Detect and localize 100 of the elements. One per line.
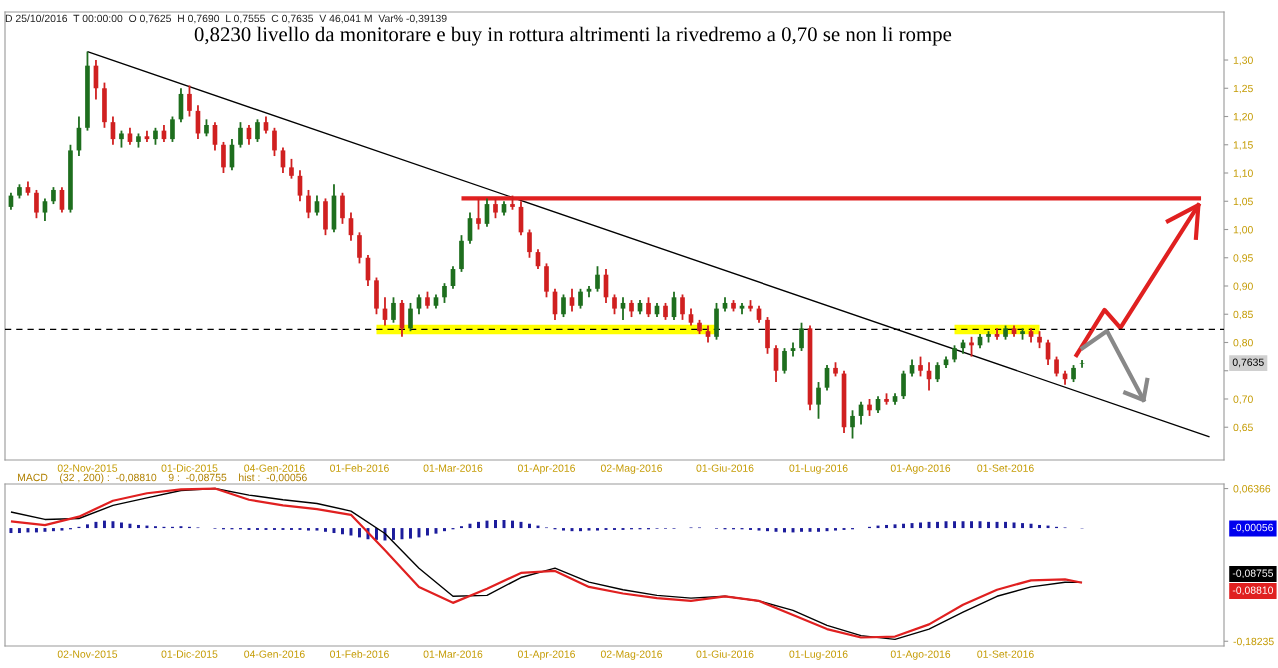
bar	[800, 528, 803, 532]
candlestick	[569, 287, 575, 313]
candlestick	[969, 335, 974, 358]
candlestick	[314, 194, 320, 217]
annotation: 0,8230 livello da monitorare e buy in rottura altrimenti la rivedremo a 0,70 se non li rompe	[194, 26, 952, 46]
x-tick-label: 02-Mag-2016	[600, 464, 663, 474]
candlestick	[790, 341, 796, 358]
x-tick-label: 01-Feb-2016	[330, 464, 389, 472]
candlestick	[620, 296, 626, 321]
bar	[1029, 523, 1033, 529]
candlestick	[612, 293, 617, 316]
bar	[528, 523, 531, 529]
x-tick-label: 01-Ago-2016	[890, 650, 951, 660]
bar	[391, 528, 395, 540]
bar	[808, 528, 812, 532]
candlestick	[1054, 355, 1059, 378]
candlestick	[187, 84, 192, 118]
x-tick-label: 01-Giu-2016	[696, 464, 754, 472]
bar	[340, 528, 344, 535]
candlestick	[170, 115, 175, 143]
bar	[791, 528, 795, 533]
candlestick	[442, 282, 447, 304]
bar	[1004, 521, 1008, 529]
x-tick-label: 02-Mag-2016	[600, 650, 663, 660]
candlestick	[578, 287, 583, 310]
candlestick	[561, 293, 566, 318]
bar	[1021, 523, 1025, 529]
y-tick-label: 0,80	[1233, 338, 1253, 348]
candlestick	[782, 347, 787, 375]
bar	[783, 528, 786, 533]
candlestick	[476, 197, 481, 231]
x-tick-label: 01-Mar-2016	[423, 464, 483, 472]
bar	[17, 528, 21, 534]
bar	[357, 528, 361, 538]
candlestick	[901, 369, 906, 400]
candlestick	[238, 121, 243, 149]
bar	[961, 521, 965, 529]
y-tick-label: 0,70	[1233, 395, 1253, 405]
bar	[893, 524, 897, 529]
y-tick-label: 1,20	[1233, 113, 1253, 122]
y-tick-label: 1,30	[1233, 56, 1253, 66]
y-tick-label: 1,05	[1233, 197, 1253, 207]
bar	[409, 528, 412, 539]
candlestick	[416, 293, 422, 316]
bar	[494, 520, 497, 529]
bar	[978, 521, 982, 529]
x-tick-label: 01-Feb-2016	[330, 650, 389, 658]
bar	[766, 528, 769, 532]
bar	[995, 521, 999, 529]
x-tick-label: 01-Giu-2016	[696, 650, 754, 658]
candlestick	[272, 126, 277, 157]
candlestick	[935, 361, 940, 383]
candlestick	[408, 302, 413, 333]
x-tick-label: 01-Apr-2016	[517, 464, 575, 474]
bar	[426, 528, 429, 536]
bar	[579, 528, 582, 532]
bar	[936, 521, 940, 529]
bar	[987, 521, 991, 529]
candlestick	[994, 327, 1000, 341]
bar	[136, 524, 140, 529]
text: 0,7635	[1232, 358, 1264, 368]
bar	[102, 520, 106, 529]
text: -0,00056	[1232, 523, 1273, 533]
y-tick-label: 0,06366	[1233, 485, 1271, 494]
bar	[128, 523, 132, 529]
bar	[111, 521, 115, 529]
bar	[511, 520, 514, 529]
x-tick-label: 02-Nov-2015	[57, 650, 118, 658]
bar	[349, 528, 353, 536]
bar	[306, 528, 310, 531]
x-tick-label: 04-Gen-2016	[244, 464, 305, 472]
bar	[434, 528, 438, 534]
y-tick-label: 0,90	[1233, 282, 1253, 292]
candlestick	[221, 141, 226, 174]
x-tick-label: 01-Ago-2016	[890, 464, 951, 474]
bar	[374, 528, 378, 540]
candlestick	[595, 265, 600, 293]
candlestick	[357, 231, 362, 265]
bar	[9, 528, 13, 534]
bar	[562, 528, 565, 531]
candlestick	[255, 118, 260, 143]
x-tick-label: 01-Apr-2016	[517, 650, 575, 660]
bar	[953, 521, 957, 529]
candlestick	[42, 197, 48, 222]
candlestick	[799, 321, 804, 352]
bar	[51, 528, 55, 532]
bar	[902, 523, 906, 529]
bar	[596, 528, 599, 531]
y-tick-label: 1,00	[1233, 226, 1253, 235]
bar	[910, 523, 914, 529]
candlestick	[680, 293, 685, 321]
candlestick	[340, 191, 345, 225]
bar	[417, 528, 421, 538]
bar	[315, 528, 319, 531]
y-tick-label: -0,18235	[1233, 637, 1274, 647]
text: -0,08810	[1232, 586, 1274, 596]
bar	[919, 522, 923, 529]
bar	[332, 528, 336, 534]
bar	[1038, 524, 1042, 529]
bar	[817, 528, 820, 532]
